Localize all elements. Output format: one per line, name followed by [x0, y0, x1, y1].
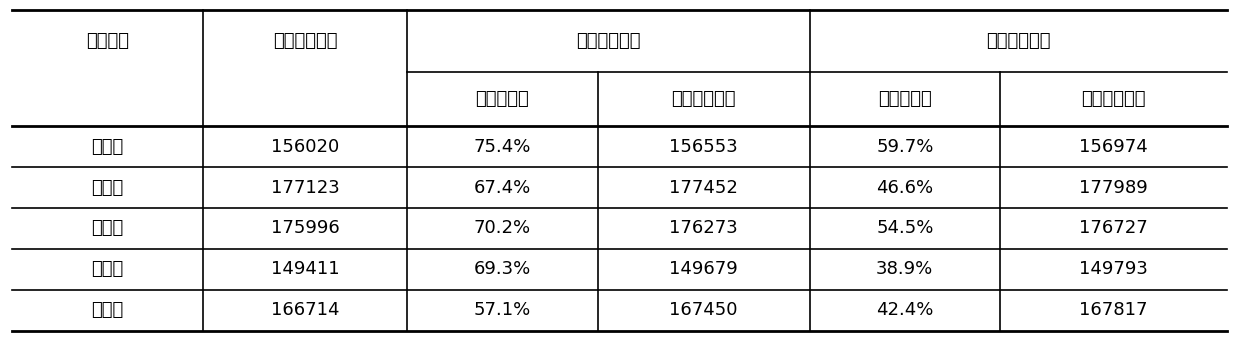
Text: 176727: 176727 — [1079, 220, 1147, 237]
Text: 177452: 177452 — [669, 179, 738, 196]
Text: 57.1%: 57.1% — [473, 301, 532, 319]
Text: 67.4%: 67.4% — [473, 179, 532, 196]
Text: 167450: 167450 — [669, 301, 738, 319]
Text: 75.4%: 75.4% — [473, 138, 532, 155]
Text: 156020: 156020 — [271, 138, 339, 155]
Text: 正确收敛率: 正确收敛率 — [878, 90, 932, 108]
Text: 情况三: 情况三 — [92, 220, 124, 237]
Text: 166714: 166714 — [271, 301, 339, 319]
Text: 70.2%: 70.2% — [473, 220, 532, 237]
Text: 情况种类: 情况种类 — [85, 32, 129, 50]
Text: 156553: 156553 — [669, 138, 738, 155]
Text: 正确收敛率: 正确收敛率 — [476, 90, 529, 108]
Text: 情况五: 情况五 — [92, 301, 124, 319]
Text: 42.4%: 42.4% — [876, 301, 933, 319]
Text: 149679: 149679 — [669, 261, 738, 278]
Text: 情况二: 情况二 — [92, 179, 124, 196]
Text: 传统蚁群算法: 传统蚁群算法 — [986, 32, 1051, 50]
Text: 46.6%: 46.6% — [876, 179, 933, 196]
Text: 平均路径长度: 平均路径长度 — [1080, 90, 1146, 108]
Text: 59.7%: 59.7% — [876, 138, 933, 155]
Text: 167817: 167817 — [1079, 301, 1147, 319]
Text: 149793: 149793 — [1079, 261, 1147, 278]
Text: 改进蚁群算法: 改进蚁群算法 — [576, 32, 641, 50]
Text: 最优路径长度: 最优路径长度 — [273, 32, 337, 50]
Text: 156974: 156974 — [1079, 138, 1147, 155]
Text: 平均路径长度: 平均路径长度 — [672, 90, 736, 108]
Text: 情况四: 情况四 — [92, 261, 124, 278]
Text: 54.5%: 54.5% — [876, 220, 933, 237]
Text: 177123: 177123 — [270, 179, 339, 196]
Text: 情况一: 情况一 — [92, 138, 124, 155]
Text: 149411: 149411 — [270, 261, 339, 278]
Text: 69.3%: 69.3% — [473, 261, 532, 278]
Text: 177989: 177989 — [1079, 179, 1147, 196]
Text: 38.9%: 38.9% — [876, 261, 933, 278]
Text: 176273: 176273 — [669, 220, 738, 237]
Text: 175996: 175996 — [270, 220, 339, 237]
